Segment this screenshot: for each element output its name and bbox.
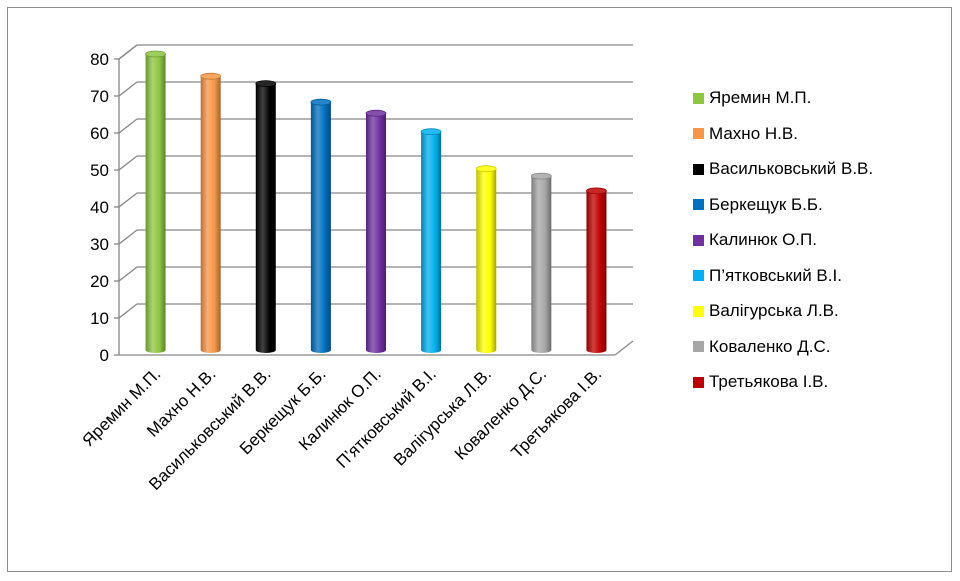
gridline-depth [118,155,138,171]
y-tick-label: 10 [90,309,109,328]
x-tick-label: П’ятковський В.І. [333,364,440,471]
bar-body [145,54,166,353]
bar-top [200,72,222,80]
bar-top [365,109,387,117]
legend-swatch [693,234,704,246]
bar [530,172,552,353]
legend-swatch [693,163,704,175]
x-tick-labels: Яремин М.П.Махно Н.В.Васильковський В.В.… [79,364,606,493]
bar-body [255,83,276,353]
y-tick-labels: 0 10 20 30 40 50 60 70 80 [90,50,109,365]
bar-top [420,128,442,136]
legend-item: Махно Н.В. [693,122,798,146]
bar-top [586,187,607,195]
x-tick-label: Яремин М.П. [79,364,165,450]
y-tick-label: 60 [90,124,109,143]
legend-swatch [693,305,704,317]
legend-swatch [693,199,704,210]
bar [310,98,332,353]
bar-body [476,168,497,353]
bar [586,187,607,353]
bar-top [145,50,166,58]
y-tick-label: 70 [90,87,109,106]
bar [475,165,497,353]
legend-item: П’ятковський В.І. [693,264,842,288]
y-tick-label: 30 [90,235,109,254]
bar-body [421,131,442,353]
floor-edge [614,340,634,356]
legend-label: Коваленко Д.С. [709,336,831,356]
x-tick-label: Валігурська Л.В. [390,364,495,469]
bar-body [531,176,552,353]
legend-item: Яремин М.П. [693,86,811,110]
gridline-depth [118,81,138,97]
legend-label: П’ятковський В.І. [709,265,842,285]
bar-body [310,102,331,353]
y-axis-depth [118,44,138,60]
bar [255,80,277,353]
gridline-depth [118,192,138,208]
legend-item: Беркещук Б.Б. [693,193,823,217]
legend-item: Калинюк О.П. [693,228,817,252]
legend-swatch [693,92,704,104]
legend-label: Валігурська Л.В. [709,301,839,320]
gridline-depth [118,266,138,282]
bar-top [475,165,497,173]
axes [114,44,634,356]
bar-top [530,172,552,180]
bar-top [310,98,332,106]
gridline-depth [118,303,138,319]
legend-label: Беркещук Б.Б. [709,194,823,214]
legend-item: Васильковський В.В. [693,157,873,181]
legend-label: Третьякова І.В. [709,372,829,391]
legend-label: Махно Н.В. [709,123,798,143]
bar [200,72,222,353]
legend-swatch [693,341,704,352]
y-tick-label: 20 [90,272,109,291]
legend-swatch [693,376,704,388]
gridline-depth [118,229,138,245]
y-tick-label: 50 [90,161,109,180]
legend-swatch [693,128,704,139]
bar-body [200,76,221,353]
y-tick-label: 0 [100,346,109,365]
bar-body [366,113,386,353]
legend-swatch [693,270,704,281]
gridline-depth [118,118,138,134]
y-tick-label: 40 [90,198,109,217]
bar-top [255,80,277,87]
legend-item: Коваленко Д.С. [693,335,830,359]
bar [365,109,387,353]
bar-body [586,190,607,353]
legend-label: Калинюк О.П. [709,230,817,249]
bar [145,50,166,353]
legend-label: Яремин М.П. [709,88,812,107]
legend-label: Васильковський В.В. [709,159,874,178]
bars [145,50,607,353]
y-tick-label: 80 [90,50,109,69]
legend-item: Третьякова І.В. [693,370,828,394]
bar [420,128,442,353]
legend-item: Валігурська Л.В. [693,299,839,323]
